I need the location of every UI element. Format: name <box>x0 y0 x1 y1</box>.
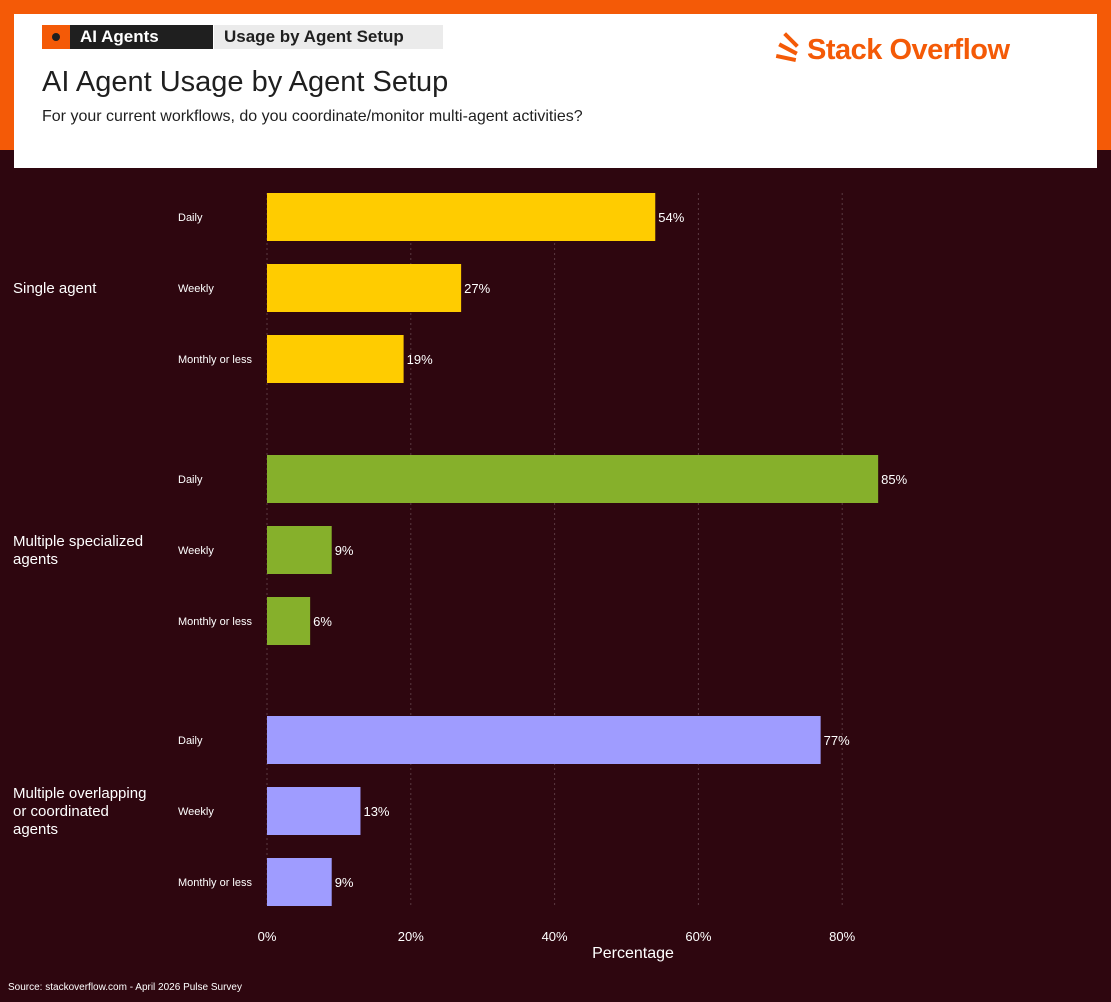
data-label: 6% <box>313 614 332 629</box>
x-tick-label: 40% <box>542 929 568 944</box>
category-label: Weekly <box>178 806 214 818</box>
group-label: Single agent <box>13 280 97 297</box>
header-card: AI Agents Usage by Agent Setup AI Agent … <box>14 14 1097 168</box>
right-accent-strip <box>1097 0 1111 150</box>
bar <box>267 787 361 835</box>
category-label: Daily <box>178 474 203 486</box>
source-note: Source: stackoverflow.com - April 2026 P… <box>8 982 242 993</box>
group-label: Multiple specialized agents <box>13 533 143 568</box>
bar <box>267 597 311 645</box>
bar <box>267 716 821 764</box>
logo-wordmark: Stack Overflow <box>807 34 1010 66</box>
x-tick-label: 60% <box>685 929 711 944</box>
chart-subtitle: For your current workflows, do you coord… <box>42 108 583 125</box>
top-accent-strip <box>0 0 1111 14</box>
category-label: Weekly <box>178 283 214 295</box>
chart-title: AI Agent Usage by Agent Setup <box>42 66 449 98</box>
subtopic-tag: Usage by Agent Setup <box>214 25 443 49</box>
bar <box>267 858 332 906</box>
category-label: Weekly <box>178 545 214 557</box>
bar <box>267 335 404 383</box>
x-tick-label: 80% <box>829 929 855 944</box>
left-accent-strip <box>0 0 14 150</box>
bar <box>267 455 879 503</box>
data-label: 9% <box>335 543 354 558</box>
data-label: 77% <box>824 733 850 748</box>
tag-dot-box <box>42 25 70 49</box>
category-label: Monthly or less <box>178 877 252 889</box>
x-tick-label: 0% <box>258 929 277 944</box>
x-axis-label: Percentage <box>592 945 674 962</box>
category-label: Monthly or less <box>178 616 252 628</box>
data-label: 13% <box>363 804 389 819</box>
bar <box>267 526 332 574</box>
data-label: 54% <box>658 210 684 225</box>
data-label: 19% <box>407 352 433 367</box>
category-label: Daily <box>178 212 203 224</box>
topic-tag: AI Agents <box>42 25 213 49</box>
bar <box>267 193 656 241</box>
topic-tag-label: AI Agents <box>80 27 159 46</box>
data-label: 85% <box>881 472 907 487</box>
data-label: 27% <box>464 281 490 296</box>
category-label: Daily <box>178 735 203 747</box>
subtopic-tag-label: Usage by Agent Setup <box>224 27 404 46</box>
bar <box>267 264 462 312</box>
stack-overflow-logo-icon <box>775 32 799 63</box>
group-label: Multiple overlapping or coordinated agents <box>13 785 146 838</box>
bullet-dot-icon <box>52 33 60 41</box>
category-label: Monthly or less <box>178 354 252 366</box>
x-tick-label: 20% <box>398 929 424 944</box>
bar-chart: 0% 20% 40% 60% 80% Percentage Single agent Dail… <box>13 193 908 962</box>
data-label: 9% <box>335 875 354 890</box>
